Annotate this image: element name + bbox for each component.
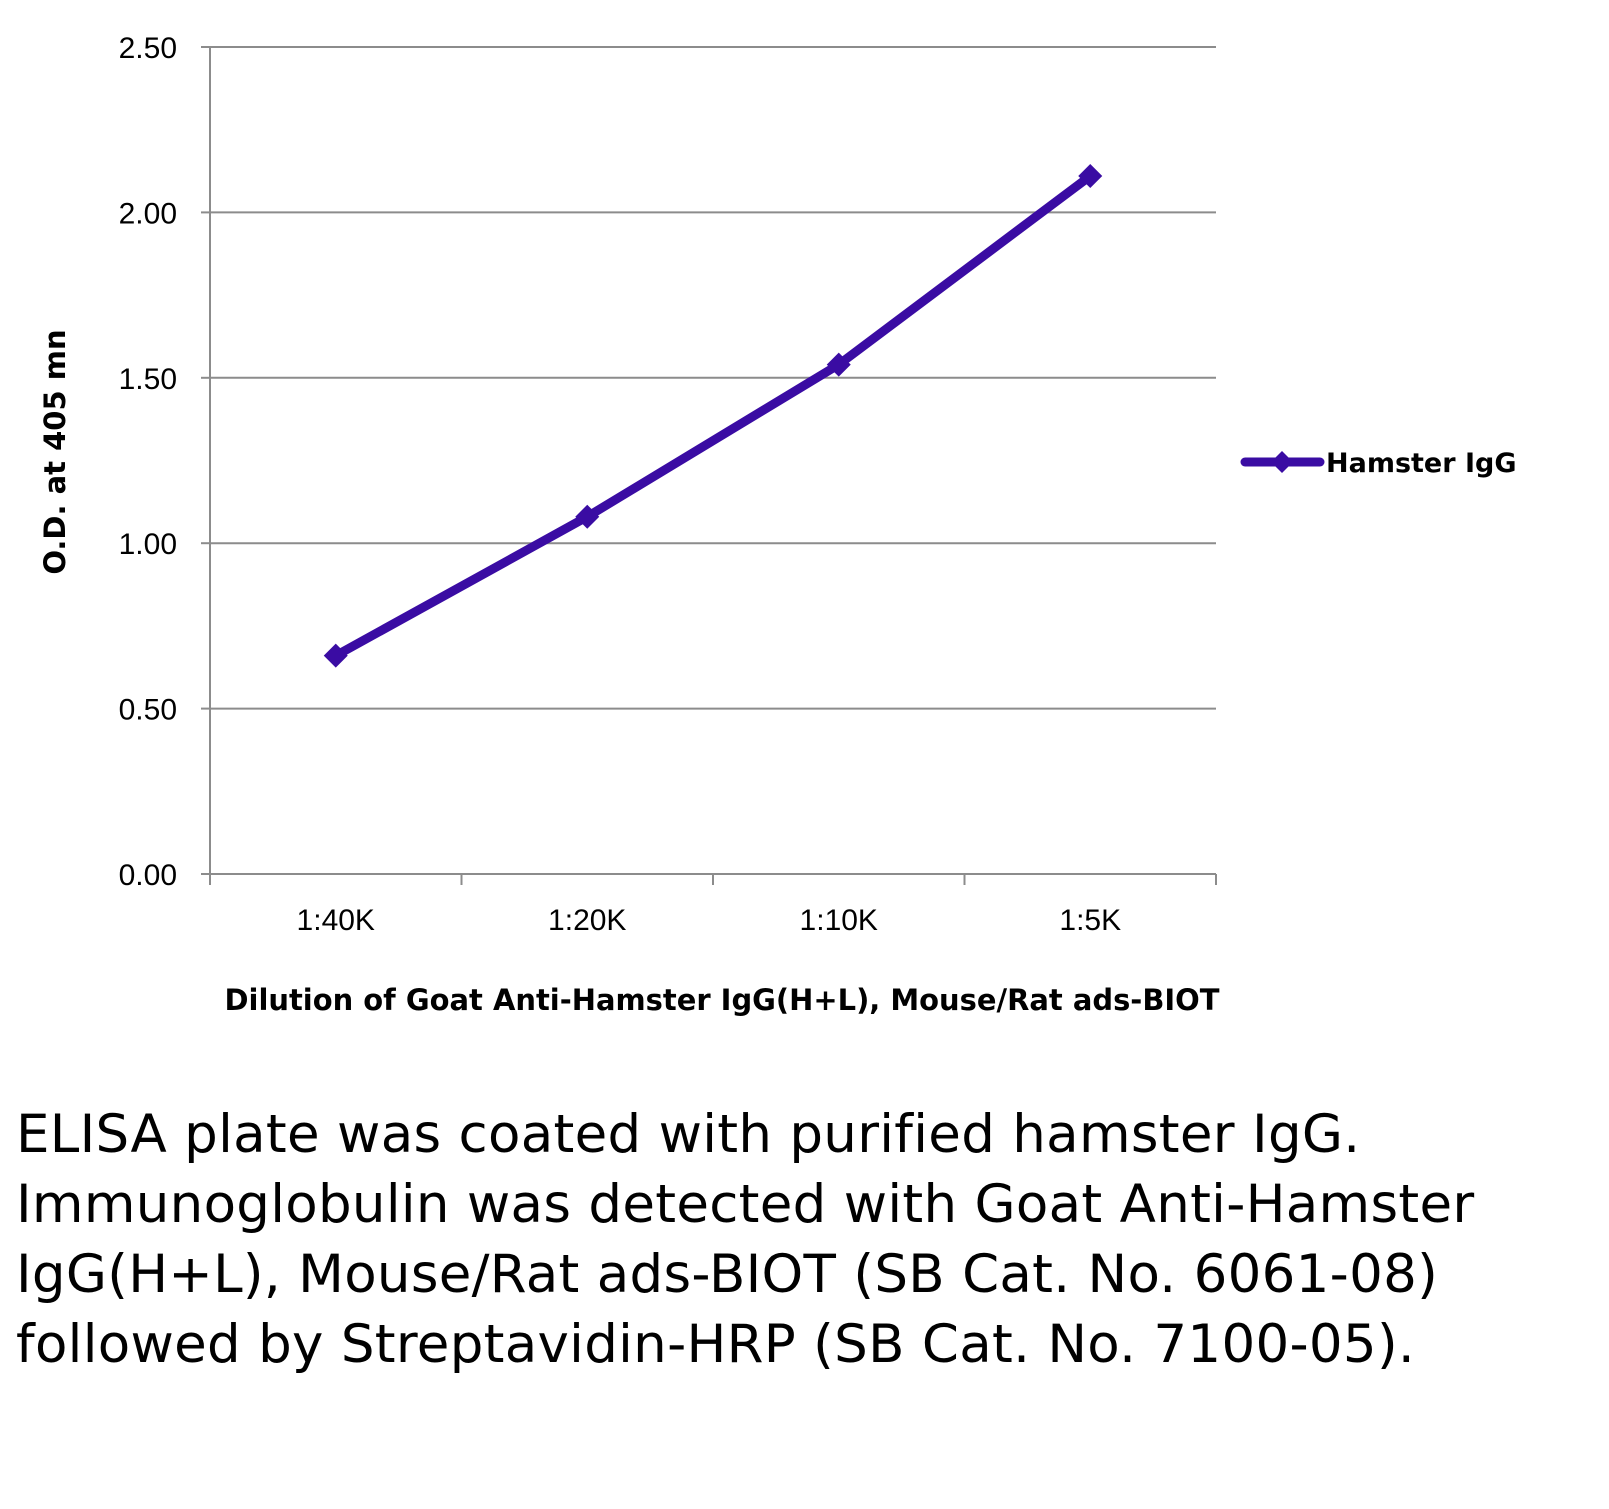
legend-swatch-marker (1271, 451, 1293, 473)
gridlines (210, 46, 1216, 710)
x-tick-label: 1:5K (1059, 904, 1121, 937)
data-point (1078, 164, 1103, 189)
y-tick-label: 1.50 (119, 363, 177, 396)
data-point (826, 352, 851, 377)
x-tick-label: 1:40K (297, 904, 375, 937)
y-axis-title: O.D. at 405 mn (38, 329, 72, 574)
y-axis-ticks: 0.00 0.50 1.00 1.50 2.00 2.50 (119, 32, 210, 892)
x-tick-label: 1:10K (800, 904, 878, 937)
x-tick-label: 1:20K (548, 904, 626, 937)
y-tick-label: 0.50 (119, 694, 177, 727)
x-axis-title: Dilution of Goat Anti-Hamster IgG(H+L), … (225, 983, 1220, 1017)
y-tick-label: 2.50 (119, 32, 177, 65)
x-axis-ticks: 1:40K 1:20K 1:10K 1:5K (209, 874, 1217, 937)
legend-label: Hamster IgG (1326, 448, 1517, 479)
y-tick-label: 0.00 (119, 859, 177, 892)
series-group (323, 164, 1103, 668)
y-tick-label: 2.00 (119, 197, 177, 230)
figure-caption: ELISA plate was coated with purified ham… (16, 1104, 1475, 1375)
legend: Hamster IgG (1240, 448, 1517, 479)
series-line (331, 171, 1095, 661)
line-chart: 0.00 0.50 1.00 1.50 2.00 2.50 1:40K 1:20K 1:10K… (38, 32, 1517, 1017)
data-point (323, 643, 348, 668)
data-point (575, 504, 600, 529)
y-tick-label: 1.00 (119, 528, 177, 561)
